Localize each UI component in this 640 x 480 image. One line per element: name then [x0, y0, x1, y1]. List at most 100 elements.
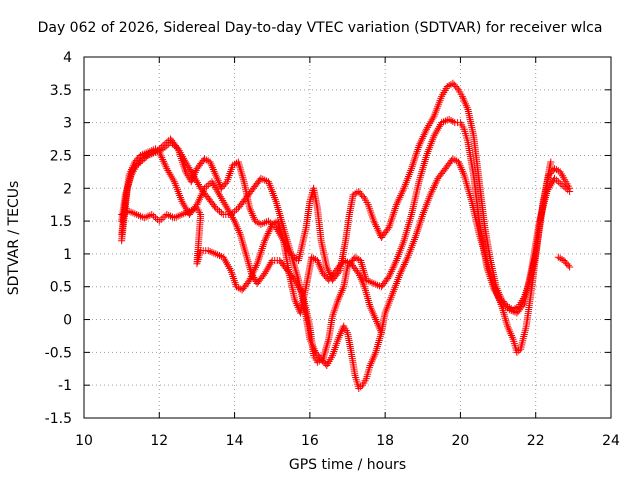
data-point-interp	[403, 255, 411, 263]
data-point-interp	[388, 266, 396, 274]
data-point-interp	[398, 266, 406, 274]
x-tick-label: 12	[150, 433, 168, 449]
data-point-interp	[432, 178, 440, 186]
data-point-interp	[246, 274, 254, 282]
x-tick-label: 16	[301, 433, 319, 449]
data-point-interp	[393, 199, 401, 207]
data-point-interp	[167, 212, 175, 220]
data-point-interp	[173, 143, 181, 151]
y-axis-label: SDTVAR / TECUs	[6, 180, 22, 296]
y-tick-label: 1.5	[50, 214, 72, 230]
data-point-interp	[410, 157, 418, 165]
data-point-interp	[232, 206, 240, 214]
data-point-interp	[428, 187, 436, 195]
data-point-interp	[413, 228, 421, 236]
y-tick-label: 2.5	[50, 148, 72, 164]
data-point-interp	[397, 190, 405, 198]
data-point-interp	[255, 254, 263, 262]
data-point-interp	[421, 129, 429, 137]
data-point-interp	[416, 220, 424, 228]
data-point-interp	[414, 224, 422, 232]
data-point-interp	[375, 228, 383, 236]
data-point-interp	[390, 208, 398, 216]
data-point-interp	[430, 184, 438, 192]
data-point-interp	[372, 221, 380, 229]
data-point-interp	[248, 271, 256, 279]
data-point	[392, 201, 400, 209]
data-point-interp	[427, 189, 435, 197]
data-point-interp	[397, 192, 405, 200]
data-point	[246, 276, 254, 284]
data-point-interp	[402, 257, 410, 265]
data-point-interp	[417, 216, 425, 224]
data-point-interp	[417, 138, 425, 146]
data-point-interp	[416, 140, 424, 148]
data-point-interp	[259, 243, 267, 251]
y-tick-label: -0.5	[45, 345, 72, 361]
data-point	[426, 191, 434, 199]
data-point-interp	[262, 235, 270, 243]
data-point-interp	[420, 131, 428, 139]
data-point-interp	[411, 153, 419, 161]
data-point-interp	[389, 210, 397, 218]
data-point-interp	[399, 264, 407, 272]
x-tick-label: 14	[226, 433, 244, 449]
data-point-interp	[247, 273, 255, 281]
data-point-interp	[216, 207, 224, 215]
series-series-3	[118, 79, 555, 314]
data-point-interp	[194, 199, 202, 207]
series-layer	[118, 79, 574, 392]
data-point-interp	[398, 188, 406, 196]
plot-frame	[83, 56, 612, 419]
x-tick-label: 18	[376, 433, 394, 449]
data-point-interp	[413, 147, 421, 155]
data-point-interp	[387, 269, 395, 277]
data-point-interp	[564, 261, 572, 269]
data-point	[261, 237, 269, 245]
data-point-interp	[251, 265, 259, 273]
y-tick-label: 4	[63, 50, 72, 66]
data-point-interp	[374, 226, 382, 234]
data-point-interp	[161, 161, 169, 169]
data-point-interp	[556, 179, 564, 187]
data-point-interp	[384, 225, 392, 233]
data-point-interp	[251, 263, 259, 271]
data-point-interp	[256, 252, 264, 260]
data-point-interp	[411, 155, 419, 163]
data-point-interp	[409, 159, 417, 167]
data-point-interp	[387, 218, 395, 226]
data-point-interp	[214, 206, 222, 214]
data-point-interp	[422, 127, 430, 135]
data-point-interp	[210, 202, 218, 210]
data-point-interp	[159, 157, 167, 165]
data-point-interp	[252, 262, 260, 270]
data-point-interp	[161, 140, 169, 148]
data-point-interp	[258, 244, 266, 252]
x-axis-label: GPS time / hours	[288, 457, 407, 473]
data-point-interp	[399, 186, 407, 194]
x-tick-label: 22	[527, 433, 545, 449]
data-point-interp	[554, 178, 562, 186]
data-point-interp	[196, 193, 204, 201]
data-point-interp	[387, 216, 395, 224]
x-tick-label: 20	[452, 433, 470, 449]
series-series-4	[118, 204, 574, 337]
data-point-interp	[259, 271, 267, 279]
data-point-interp	[217, 209, 225, 217]
y-tick-label: 3	[63, 116, 72, 132]
y-tick-label: 0.5	[50, 280, 72, 296]
data-point-interp	[564, 186, 572, 194]
data-point	[377, 329, 385, 337]
data-point-interp	[416, 218, 424, 226]
data-point-interp	[391, 206, 399, 214]
data-point-interp	[350, 255, 358, 263]
data-point-interp	[256, 250, 264, 258]
x-tick-label: 24	[602, 433, 620, 449]
data-point-interp	[414, 226, 422, 234]
data-point-interp	[263, 231, 271, 239]
data-point-interp	[157, 215, 165, 223]
data-point-interp	[400, 260, 408, 268]
data-point-interp	[430, 182, 438, 190]
data-point-interp	[199, 156, 207, 164]
y-tick-label: -1	[58, 378, 72, 394]
